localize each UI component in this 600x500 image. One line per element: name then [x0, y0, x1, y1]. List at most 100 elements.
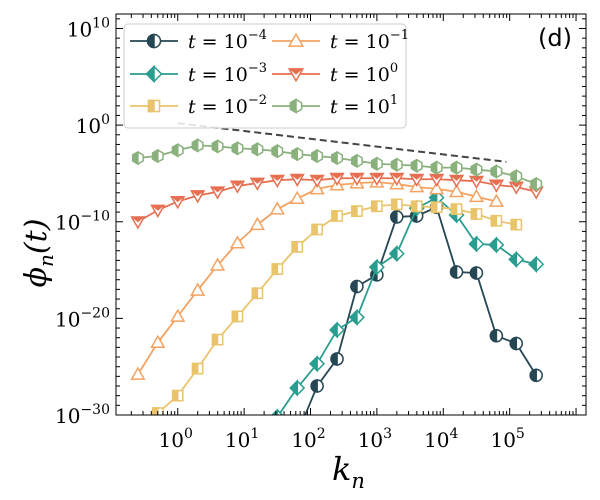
- data-point: [170, 308, 186, 322]
- data-point: [229, 235, 246, 249]
- data-point: [330, 352, 344, 366]
- data-point: [349, 308, 365, 327]
- data-point: [209, 186, 226, 200]
- data-point: [291, 146, 304, 162]
- x-tick-label: 100: [159, 426, 193, 452]
- legend-box: [123, 23, 407, 129]
- data-point: [271, 143, 284, 159]
- data-point: [190, 282, 206, 296]
- data-point: [389, 172, 405, 187]
- data-point: [249, 216, 265, 231]
- data-point: [329, 321, 346, 339]
- data-point: [390, 210, 404, 224]
- reference-line: [177, 122, 507, 163]
- data-point: [468, 175, 485, 189]
- x-axis-label-main: k: [332, 450, 351, 488]
- y-axis-label-sub: n: [34, 254, 58, 267]
- legend-marker: [147, 99, 161, 113]
- x-tick-label: 104: [424, 426, 458, 452]
- series-4: [130, 172, 544, 230]
- data-point: [510, 218, 523, 231]
- data-point: [190, 190, 206, 204]
- data-point: [289, 190, 305, 205]
- label-layer: (d) kn ϕn(t): [19, 24, 572, 493]
- data-point: [311, 223, 323, 236]
- data-point: [489, 329, 504, 343]
- data-point: [309, 174, 325, 189]
- data-point: [450, 160, 463, 175]
- data-point: [509, 336, 524, 351]
- data-point: [251, 287, 264, 300]
- legend-marker: [287, 32, 305, 47]
- legend-entry: t = 10−4: [130, 28, 267, 53]
- x-tick-label: 102: [291, 426, 325, 452]
- series-2: [151, 198, 523, 415]
- legend-marker: [145, 64, 163, 84]
- data-point: [429, 173, 445, 188]
- data-point: [450, 203, 463, 216]
- data-point: [229, 180, 246, 194]
- data-point: [309, 355, 326, 373]
- series-line-2: [155, 203, 517, 415]
- series-line-3: [137, 181, 497, 375]
- legend-label: t = 10−4: [188, 28, 267, 53]
- data-point: [309, 181, 325, 195]
- legend-entry: t = 10−2: [130, 93, 267, 118]
- data-point: [430, 201, 443, 214]
- data-point: [488, 236, 505, 254]
- x-tick-label: 101: [225, 426, 259, 452]
- data-point: [368, 258, 385, 276]
- data-point: [528, 255, 545, 273]
- data-point: [150, 334, 166, 349]
- y-tick-label: 10−10: [55, 209, 110, 235]
- data-point: [488, 193, 504, 207]
- series-3: [130, 174, 504, 380]
- y-axis-label-arg: (t): [19, 219, 54, 254]
- data-point: [530, 176, 543, 192]
- panel-label: (d): [538, 24, 572, 52]
- data-point: [191, 138, 204, 153]
- axes-layer: 100 101 102 103 104 105 10−30 10−20 10−10 100 1010: [55, 13, 587, 452]
- legend-label: t = 101: [330, 93, 398, 118]
- data-point: [231, 141, 244, 156]
- legend-entry: t = 10−3: [130, 61, 267, 86]
- data-point: [351, 153, 363, 169]
- data-point: [329, 172, 345, 187]
- data-point: [430, 160, 443, 175]
- data-point: [331, 150, 344, 166]
- data-point: [289, 173, 305, 188]
- legend-marker: [289, 98, 303, 114]
- legend-label: t = 10−2: [188, 93, 267, 118]
- x-axis-label: kn: [332, 450, 365, 493]
- data-point: [311, 148, 324, 164]
- data-point: [349, 172, 365, 187]
- data-point: [231, 310, 244, 323]
- data-point: [529, 368, 543, 383]
- legend-label: t = 100: [330, 61, 398, 86]
- y-tick-label: 10−20: [55, 305, 110, 331]
- x-tick-label: 103: [358, 426, 392, 452]
- data-point: [191, 362, 204, 375]
- data-point: [468, 188, 485, 203]
- legend-label: t = 10−1: [330, 28, 409, 53]
- data-point: [390, 198, 403, 211]
- data-point: [490, 214, 503, 227]
- data-point: [170, 195, 186, 210]
- data-point: [448, 174, 465, 189]
- series-layer: [130, 122, 545, 479]
- data-point: [469, 266, 484, 280]
- data-point: [289, 379, 306, 397]
- data-point: [269, 174, 285, 189]
- legend-entry: t = 101: [272, 93, 398, 118]
- data-point: [470, 162, 483, 177]
- data-point: [449, 265, 464, 279]
- y-tick-label: 10−30: [55, 402, 110, 428]
- series-5: [131, 138, 543, 192]
- data-point: [291, 241, 304, 253]
- data-point: [369, 172, 385, 187]
- data-point: [271, 467, 283, 479]
- data-point: [271, 263, 284, 275]
- data-point: [410, 200, 423, 213]
- data-point: [130, 366, 146, 380]
